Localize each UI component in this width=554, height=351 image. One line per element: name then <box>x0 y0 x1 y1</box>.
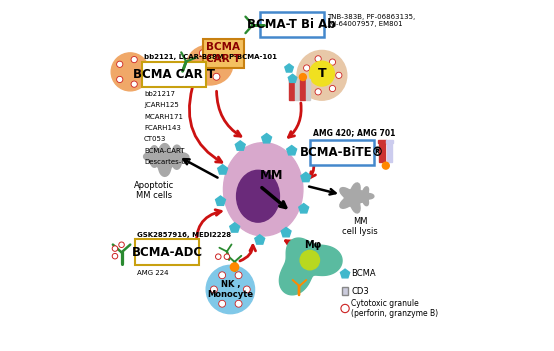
Circle shape <box>300 74 306 80</box>
Circle shape <box>382 162 389 169</box>
Bar <box>295 79 299 99</box>
Circle shape <box>224 254 230 259</box>
Text: BCMA: BCMA <box>351 270 376 278</box>
Circle shape <box>216 254 221 259</box>
Circle shape <box>199 73 206 80</box>
Text: GSK2857916, MEDI2228: GSK2857916, MEDI2228 <box>137 232 231 238</box>
Text: T: T <box>317 67 326 80</box>
Circle shape <box>315 89 321 95</box>
Text: FCARH143: FCARH143 <box>144 125 181 131</box>
Bar <box>379 143 385 162</box>
Text: AMG 420; AMG 701: AMG 420; AMG 701 <box>313 128 396 137</box>
Bar <box>386 140 393 143</box>
Text: BCMA-CART: BCMA-CART <box>144 148 184 154</box>
Circle shape <box>304 80 310 86</box>
Circle shape <box>310 61 335 86</box>
Circle shape <box>112 246 118 251</box>
Polygon shape <box>148 144 181 176</box>
Text: Cytotoxic granule
(perforin, granzyme B): Cytotoxic granule (perforin, granzyme B) <box>351 299 438 318</box>
Circle shape <box>341 304 349 313</box>
Text: BCMA-T Bi Ab: BCMA-T Bi Ab <box>248 18 336 31</box>
Text: NK ,
Monocyte: NK , Monocyte <box>207 280 253 299</box>
Text: Descartes-08: Descartes-08 <box>144 159 190 165</box>
Text: Apoptotic
MM cells: Apoptotic MM cells <box>134 181 175 200</box>
FancyBboxPatch shape <box>135 239 199 265</box>
FancyBboxPatch shape <box>260 12 324 37</box>
Circle shape <box>117 61 123 67</box>
Bar <box>378 140 386 143</box>
Bar <box>289 79 294 99</box>
Ellipse shape <box>237 170 279 222</box>
Circle shape <box>230 263 239 271</box>
Circle shape <box>111 53 149 91</box>
Ellipse shape <box>187 45 233 85</box>
Polygon shape <box>279 238 342 295</box>
Text: BCMA
CAR T: BCMA CAR T <box>206 42 240 64</box>
Text: Mφ: Mφ <box>305 240 322 250</box>
Polygon shape <box>356 187 374 206</box>
Circle shape <box>336 72 342 78</box>
Text: BCMA-BiTE®: BCMA-BiTE® <box>300 146 384 159</box>
Polygon shape <box>143 146 165 167</box>
Circle shape <box>213 50 220 57</box>
Circle shape <box>140 69 146 75</box>
Ellipse shape <box>223 143 303 236</box>
Circle shape <box>300 251 320 270</box>
Text: AMG 224: AMG 224 <box>137 270 168 276</box>
Circle shape <box>297 51 347 100</box>
Bar <box>387 143 392 162</box>
Text: CT053: CT053 <box>144 137 166 143</box>
Circle shape <box>117 77 123 82</box>
Circle shape <box>112 253 118 259</box>
Polygon shape <box>340 183 369 213</box>
Circle shape <box>193 61 199 68</box>
Circle shape <box>206 265 254 314</box>
Polygon shape <box>165 145 189 169</box>
Text: MM: MM <box>260 169 284 182</box>
Bar <box>306 79 310 99</box>
Text: MM
cell lysis: MM cell lysis <box>342 217 378 236</box>
Circle shape <box>304 65 310 71</box>
Text: BCMA CAR T: BCMA CAR T <box>133 68 216 81</box>
Text: CD3: CD3 <box>351 287 369 296</box>
Circle shape <box>329 85 336 92</box>
Text: MCARH171: MCARH171 <box>144 114 183 120</box>
Text: TNB-383B, PF-06863135,
JNJ-64007957, EM801: TNB-383B, PF-06863135, JNJ-64007957, EM8… <box>327 14 416 27</box>
Text: JCARH125: JCARH125 <box>144 102 179 108</box>
Circle shape <box>315 56 321 62</box>
Circle shape <box>213 73 220 80</box>
Circle shape <box>219 300 225 307</box>
Circle shape <box>329 59 336 65</box>
Bar <box>300 79 305 99</box>
FancyBboxPatch shape <box>203 39 244 68</box>
Circle shape <box>131 57 137 63</box>
Circle shape <box>119 242 124 247</box>
Circle shape <box>211 286 217 293</box>
Circle shape <box>199 50 206 57</box>
Text: bb2121, LCAR-B38M, P-BCMA-101: bb2121, LCAR-B38M, P-BCMA-101 <box>144 54 277 60</box>
FancyBboxPatch shape <box>142 61 206 87</box>
Text: BCMA-ADC: BCMA-ADC <box>132 246 203 259</box>
Bar <box>342 287 348 296</box>
Circle shape <box>220 61 227 68</box>
Text: bb21217: bb21217 <box>144 91 175 97</box>
Circle shape <box>235 272 242 279</box>
Circle shape <box>219 272 225 279</box>
Circle shape <box>235 300 242 307</box>
Circle shape <box>243 286 250 293</box>
FancyBboxPatch shape <box>310 140 374 165</box>
Circle shape <box>131 81 137 87</box>
